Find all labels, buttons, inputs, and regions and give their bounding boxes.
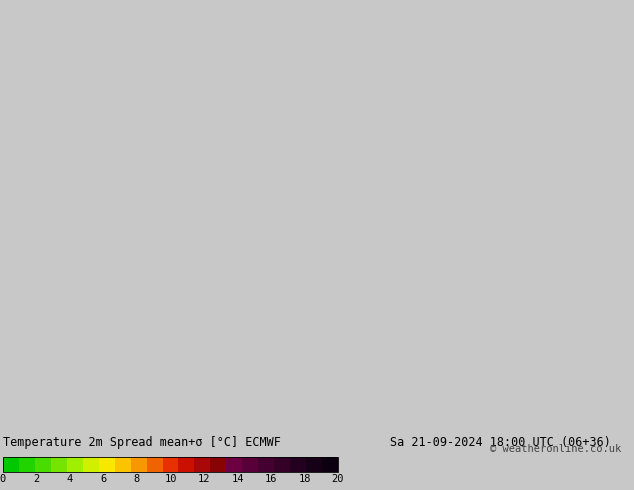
Bar — [179, 457, 195, 472]
Bar — [242, 457, 258, 472]
Bar — [290, 457, 306, 472]
Bar — [162, 457, 179, 472]
Bar — [35, 457, 51, 472]
Bar — [274, 457, 290, 472]
Text: 0: 0 — [0, 474, 6, 484]
Text: 6: 6 — [100, 474, 107, 484]
Bar — [306, 457, 322, 472]
Text: Temperature 2m Spread mean+σ [°C] ECMWF: Temperature 2m Spread mean+σ [°C] ECMWF — [3, 436, 281, 449]
Bar — [3, 457, 19, 472]
Text: 12: 12 — [198, 474, 210, 484]
Text: 4: 4 — [67, 474, 73, 484]
Bar — [83, 457, 99, 472]
Bar — [226, 457, 242, 472]
Bar — [146, 457, 162, 472]
Text: Sa 21-09-2024 18:00 UTC (06+36): Sa 21-09-2024 18:00 UTC (06+36) — [390, 436, 611, 449]
Text: 14: 14 — [231, 474, 243, 484]
Bar — [51, 457, 67, 472]
Text: 20: 20 — [332, 474, 344, 484]
Bar — [67, 457, 83, 472]
Text: 2: 2 — [34, 474, 39, 484]
Bar — [131, 457, 146, 472]
Text: 10: 10 — [164, 474, 177, 484]
Bar — [99, 457, 115, 472]
Bar — [115, 457, 131, 472]
Bar — [195, 457, 210, 472]
Bar — [258, 457, 274, 472]
Text: 8: 8 — [134, 474, 140, 484]
Text: 18: 18 — [298, 474, 311, 484]
Bar — [3, 457, 338, 472]
Bar — [322, 457, 338, 472]
Bar — [19, 457, 35, 472]
Text: 16: 16 — [265, 474, 277, 484]
Text: © weatheronline.co.uk: © weatheronline.co.uk — [490, 444, 621, 454]
Bar — [210, 457, 226, 472]
